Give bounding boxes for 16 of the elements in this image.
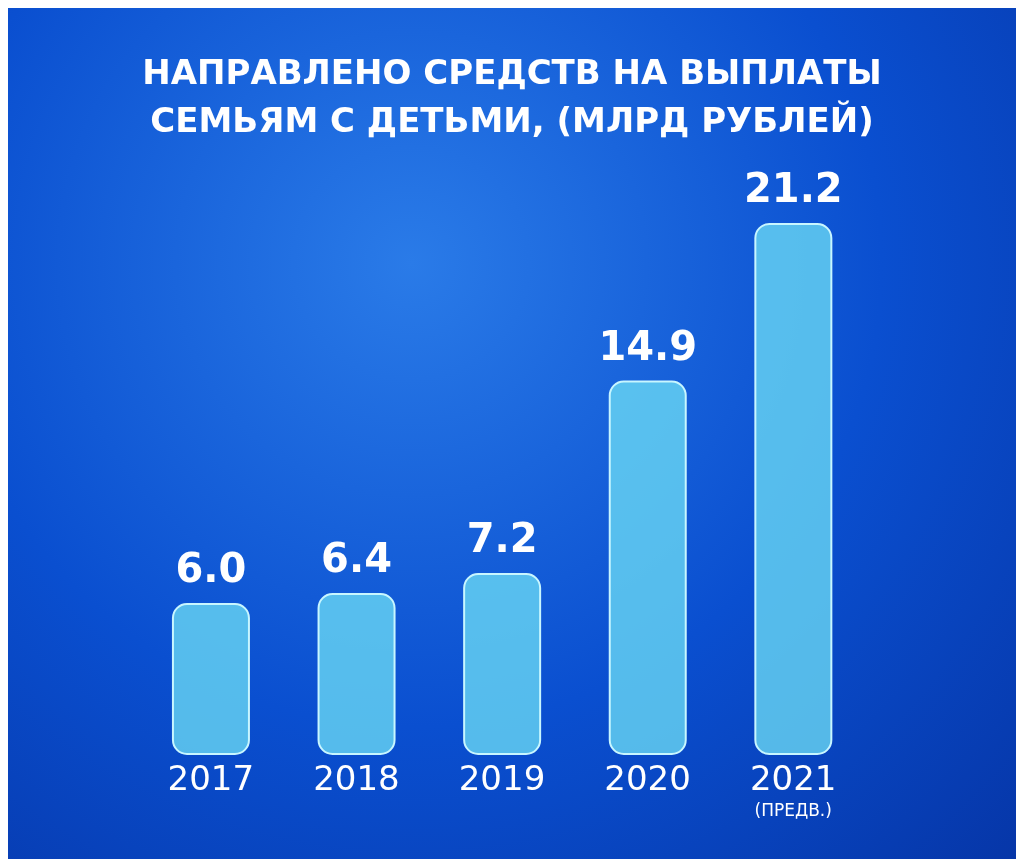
- data-label: 6.4: [321, 535, 392, 581]
- data-label: 21.2: [743, 165, 843, 211]
- bar: [171, 603, 250, 755]
- x-tick-label: 2017: [167, 758, 255, 798]
- data-label: 7.2: [466, 515, 538, 561]
- x-tick-label: 2019: [458, 758, 546, 798]
- x-tick-label: 2021 (ПРЕДВ.): [749, 758, 837, 820]
- bar: [754, 223, 833, 755]
- bar: [463, 573, 542, 755]
- x-tick-label: 2018: [313, 758, 400, 798]
- bar: [317, 593, 396, 755]
- chart-title: НАПРАВЛЕНО СРЕДСТВ НА ВЫПЛАТЫ СЕМЬЯМ С ДЕТЬМИ, (МЛРД РУБЛЕЙ): [141, 51, 883, 142]
- bar: [608, 380, 687, 755]
- data-label: 6.0: [175, 545, 247, 591]
- x-tick-label: 2020: [604, 758, 691, 798]
- data-label: 14.9: [598, 322, 698, 369]
